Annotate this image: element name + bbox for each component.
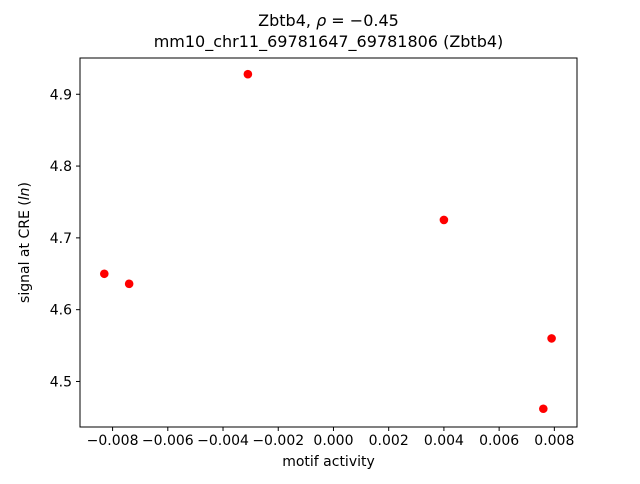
y-label-ln-symbol: ln: [17, 188, 33, 201]
x-axis-tick-label: −0.006: [142, 433, 194, 449]
x-axis-tick-label: −0.002: [252, 433, 304, 449]
x-axis-tick-label: 0.006: [479, 433, 519, 449]
x-axis-tick-label: 0.000: [313, 433, 353, 449]
title-correlation-value: = −0.45: [326, 11, 399, 30]
x-axis-tick-label: 0.002: [369, 433, 409, 449]
y-label-prefix: signal at CRE (: [17, 200, 33, 303]
plot-title-line2: mm10_chr11_69781647_69781806 (Zbtb4): [154, 32, 504, 52]
data-point: [99, 269, 109, 279]
y-axis-tick-label: 4.9: [50, 87, 72, 103]
data-point: [439, 215, 449, 225]
data-point: [124, 279, 134, 289]
data-point: [243, 69, 253, 79]
y-axis-tick-label: 4.8: [50, 159, 72, 175]
data-point: [539, 404, 548, 414]
title-rho-symbol: ρ: [316, 11, 326, 30]
y-label-suffix: ): [17, 182, 33, 187]
y-axis-tick-label: 4.7: [50, 231, 72, 247]
x-axis-tick-label: 0.004: [424, 433, 464, 449]
x-axis-label: motif activity: [282, 454, 375, 470]
y-axis-label: signal at CRE (ln): [17, 182, 33, 303]
data-point: [547, 334, 556, 343]
plot-title-line1: Zbtb4, ρ = −0.45: [258, 11, 399, 30]
x-axis-tick-label: −0.008: [87, 433, 139, 449]
plot-frame: [79, 57, 578, 428]
y-axis-tick-label: 4.6: [50, 303, 72, 319]
y-axis-tick-label: 4.5: [50, 374, 72, 390]
x-axis-tick-label: −0.004: [197, 433, 249, 449]
x-axis-tick-label: 0.008: [534, 433, 574, 449]
title-prefix: Zbtb4,: [258, 11, 316, 30]
